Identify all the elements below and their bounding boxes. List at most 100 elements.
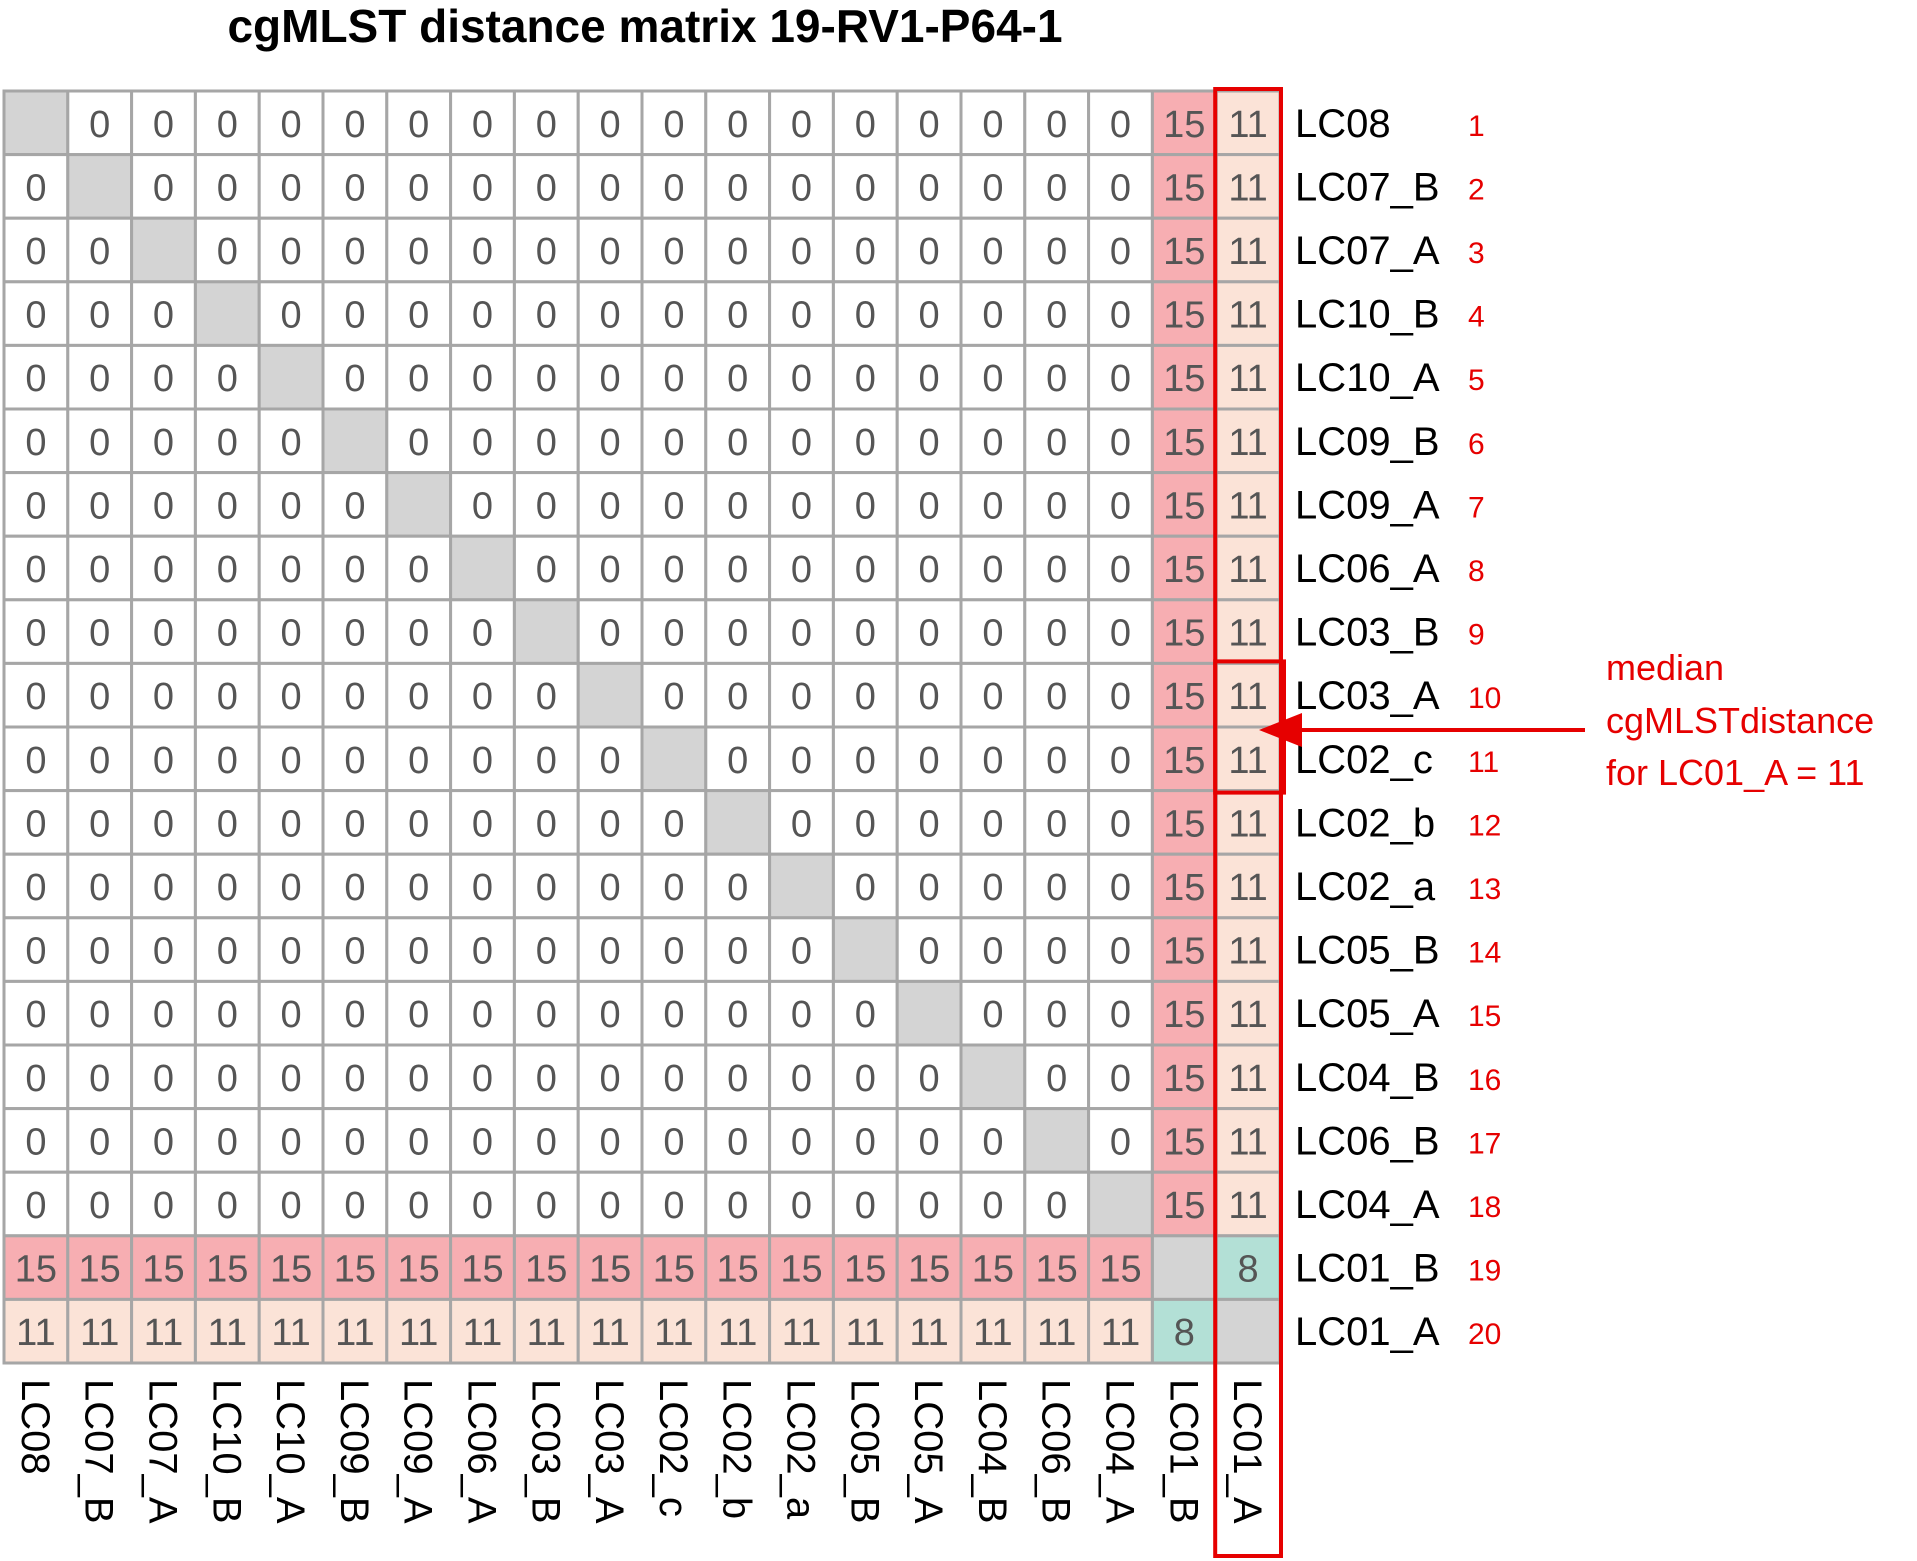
cell-value: 15 <box>1163 740 1205 782</box>
cell-value: 0 <box>217 485 238 527</box>
cell-value: 15 <box>206 1249 248 1291</box>
row-number: 20 <box>1468 1318 1501 1351</box>
cell-value: 11 <box>208 1312 247 1354</box>
chart-title: cgMLST distance matrix 19-RV1-P64-1 <box>227 0 1063 52</box>
cell-value: 0 <box>1110 867 1131 909</box>
cell-value: 0 <box>982 231 1003 273</box>
cell-value: 0 <box>472 1058 493 1100</box>
cell-value: 0 <box>217 422 238 464</box>
matrix-cell <box>1214 280 1282 347</box>
cell-value: 0 <box>855 104 876 146</box>
cell-value: 0 <box>217 613 238 655</box>
cell-value: 0 <box>663 1058 684 1100</box>
cell-value: 0 <box>982 104 1003 146</box>
row-label: LC01_B <box>1295 1247 1440 1291</box>
cell-value: 11 <box>1228 485 1267 527</box>
cell-value: 0 <box>1046 231 1067 273</box>
matrix-cell <box>768 725 835 793</box>
matrix-cell <box>449 153 516 220</box>
cell-value: 0 <box>855 1121 876 1163</box>
cell-value: 0 <box>217 167 238 209</box>
matrix-cell <box>959 534 1027 602</box>
cell-value: 0 <box>408 676 429 718</box>
matrix-cell <box>1023 280 1091 347</box>
cell-value: 15 <box>142 1249 184 1291</box>
cell-value: 0 <box>663 676 684 718</box>
cell-value: 0 <box>217 867 238 909</box>
cell-value: 0 <box>1110 104 1131 146</box>
cell-value: 15 <box>525 1249 567 1291</box>
cell-value: 0 <box>217 358 238 400</box>
cell-value: 0 <box>408 1121 429 1163</box>
cell-value: 0 <box>281 549 302 591</box>
matrix-cell <box>512 789 580 856</box>
matrix-cell <box>768 852 835 920</box>
cell-value: 0 <box>791 549 812 591</box>
annotation-text: for LC01_A = 11 <box>1606 752 1865 793</box>
cell-value: 15 <box>908 1249 950 1291</box>
cell-value: 0 <box>919 867 940 909</box>
column-label: LC09_B <box>332 1379 376 1524</box>
cell-value: 0 <box>25 740 46 782</box>
matrix-cell <box>640 534 708 602</box>
matrix-cell <box>831 916 899 983</box>
matrix-cell <box>1150 979 1218 1047</box>
matrix-cell <box>449 661 516 729</box>
matrix-cell <box>1150 725 1218 793</box>
matrix-cell <box>640 89 708 157</box>
cell-value: 0 <box>1110 931 1131 973</box>
cell-value: 0 <box>1110 485 1131 527</box>
column-label: LC07_A <box>141 1379 185 1524</box>
cell-value: 0 <box>727 104 748 146</box>
row-number: 16 <box>1468 1064 1501 1097</box>
cell-value: 0 <box>855 1185 876 1227</box>
cell-value: 0 <box>472 867 493 909</box>
cell-value: 11 <box>1228 295 1267 337</box>
matrix-cell <box>130 661 197 729</box>
matrix-cell <box>1023 725 1091 793</box>
cell-value: 11 <box>973 1312 1012 1354</box>
cell-value: 0 <box>982 1121 1003 1163</box>
matrix-cell <box>257 153 325 220</box>
cell-value: 0 <box>344 104 365 146</box>
cell-value: 0 <box>1110 358 1131 400</box>
matrix-cell <box>768 1043 835 1111</box>
cell-value: 0 <box>855 994 876 1036</box>
column-label: LC01_B <box>1161 1379 1205 1524</box>
cell-value: 0 <box>281 676 302 718</box>
cell-value: 0 <box>1110 613 1131 655</box>
cell-value: 0 <box>727 485 748 527</box>
cell-value: 0 <box>791 231 812 273</box>
cell-value: 0 <box>153 358 174 400</box>
row-label: LC03_B <box>1295 611 1440 655</box>
matrix-cell <box>193 725 261 793</box>
matrix-cell <box>895 1234 963 1301</box>
cell-value: 0 <box>982 931 1003 973</box>
matrix-cell <box>512 1170 580 1238</box>
matrix-cell <box>193 280 261 347</box>
cell-value: 0 <box>1046 1058 1067 1100</box>
matrix-cell <box>959 89 1027 157</box>
cell-value: 0 <box>727 1058 748 1100</box>
matrix-cell <box>768 1107 835 1174</box>
cell-value: 11 <box>271 1312 310 1354</box>
matrix-cell <box>1150 89 1218 157</box>
matrix-cell <box>130 725 197 793</box>
cell-value: 0 <box>1110 167 1131 209</box>
cell-value: 0 <box>217 994 238 1036</box>
matrix-cell <box>1087 1234 1154 1301</box>
cell-value: 0 <box>408 613 429 655</box>
cell-value: 0 <box>982 1185 1003 1227</box>
matrix-cell <box>831 789 899 856</box>
cell-value: 11 <box>718 1312 757 1354</box>
matrix-cell <box>1023 852 1091 920</box>
cell-value: 0 <box>408 740 429 782</box>
matrix-cell <box>385 598 453 665</box>
matrix-cell <box>321 789 389 856</box>
cell-value: 11 <box>1228 931 1267 973</box>
cell-value: 0 <box>791 485 812 527</box>
cell-value: 0 <box>536 803 557 845</box>
matrix-cell <box>640 216 708 284</box>
column-label: LC08 <box>13 1379 57 1475</box>
matrix-cell <box>2 1297 70 1365</box>
